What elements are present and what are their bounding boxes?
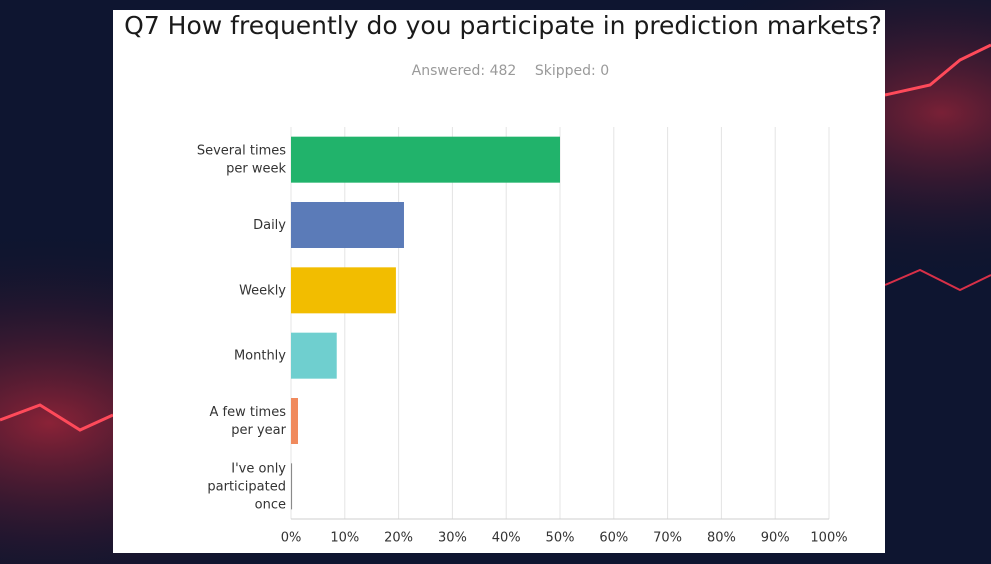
bar <box>291 332 337 379</box>
x-tick-label: 40% <box>492 531 521 546</box>
skipped-count: Skipped: 0 <box>535 63 609 79</box>
x-tick-label: 20% <box>384 531 413 546</box>
bar <box>291 267 396 314</box>
x-tick-label: 70% <box>653 531 682 546</box>
chart-panel <box>113 10 885 553</box>
y-tick-label: Weekly <box>239 283 286 298</box>
y-tick-label: I've only participated once <box>207 461 286 512</box>
bar <box>291 202 404 248</box>
answered-count: Answered: 482 <box>412 63 517 79</box>
x-tick-label: 60% <box>599 531 628 546</box>
y-tick-label: Monthly <box>234 348 286 363</box>
x-tick-label: 80% <box>707 531 736 546</box>
x-tick-label: 50% <box>546 531 575 546</box>
x-tick-label: 30% <box>438 531 467 546</box>
bar <box>291 398 298 444</box>
decor-line <box>884 268 991 292</box>
chart-title: Q7 How frequently do you participate in … <box>124 11 882 40</box>
y-tick-label: Daily <box>253 218 286 233</box>
y-tick-label: Several times per week <box>197 143 287 176</box>
y-tick-label: A few times per year <box>209 405 286 438</box>
x-tick-label: 90% <box>761 531 790 546</box>
bar <box>291 463 293 510</box>
x-tick-label: 10% <box>330 531 359 546</box>
decor-line <box>884 43 991 97</box>
plot: 0% 10% 20% 30% 40% 50% 60% 70% 80% 90% 100% Several… <box>197 127 848 546</box>
decor-line <box>0 403 114 432</box>
x-tick-label: 0% <box>281 531 302 546</box>
x-tick-label: 100% <box>810 531 847 546</box>
bar <box>291 136 560 183</box>
